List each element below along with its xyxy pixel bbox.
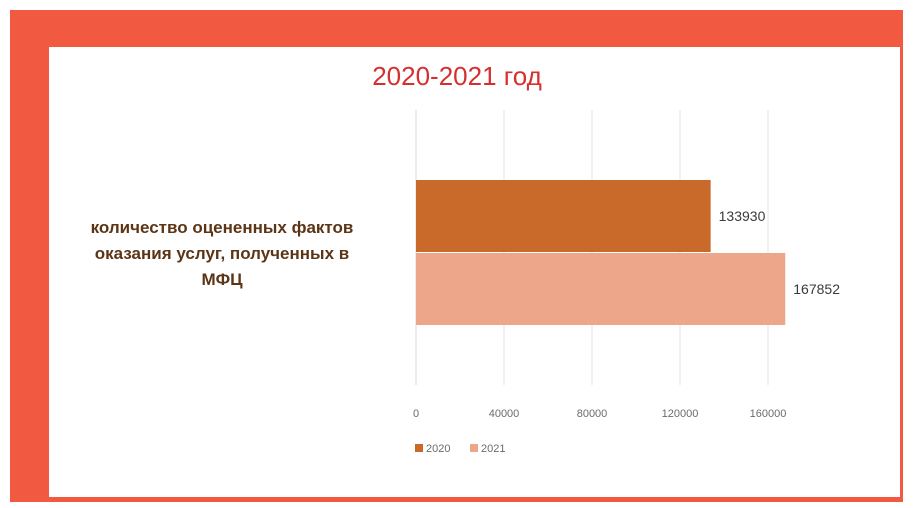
legend-label-2021: 2021	[481, 443, 505, 455]
legend-label-2020: 2020	[426, 443, 450, 455]
legend: 2020 2021	[415, 443, 505, 455]
x-tick-label: 40000	[489, 408, 520, 420]
x-tick-labels: 0 40000 80000 120000 160000	[413, 408, 786, 420]
legend-swatch-2020	[415, 444, 423, 452]
category-label-line-3: МФЦ	[201, 270, 243, 289]
category-label-line-2: оказания услуг, полученных в	[95, 244, 349, 263]
chart-title: 2020-2021 год	[372, 61, 542, 91]
data-label-2020: 133930	[719, 208, 766, 224]
data-labels: 133930 167852	[719, 208, 841, 297]
bars	[416, 180, 786, 325]
x-tick-label: 120000	[662, 408, 699, 420]
legend-swatch-2021	[470, 444, 478, 452]
x-tick-label: 0	[413, 408, 419, 420]
x-tick-label: 160000	[750, 408, 787, 420]
data-label-2021: 167852	[793, 281, 840, 297]
category-label-line-1: количество оцененных фактов	[91, 218, 354, 237]
x-tick-label: 80000	[577, 408, 608, 420]
bar-2020	[416, 180, 711, 252]
bar-2021	[416, 253, 786, 325]
